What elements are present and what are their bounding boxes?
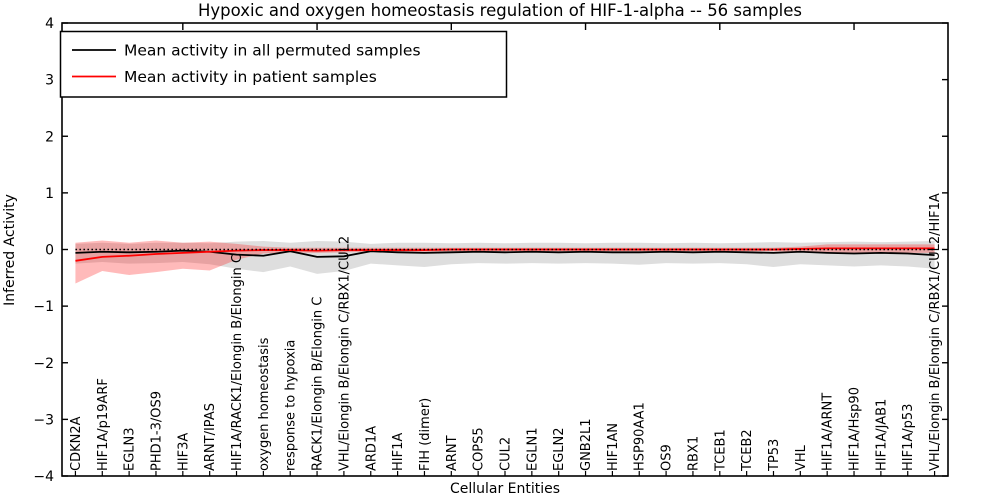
x-tick-label: HSP90AA1 (633, 402, 648, 471)
x-tick-label: response to hypoxia (284, 340, 299, 471)
x-tick-label: ARNT (445, 435, 460, 471)
x-tick-label: OS9 (660, 444, 675, 471)
legend-entry-label: Mean activity in all permuted samples (124, 42, 421, 60)
x-tick-label: HIF1AN (606, 423, 621, 471)
legend-box (59, 30, 508, 98)
y-tick-label: −3 (33, 412, 54, 428)
x-tick-label: RACK1/Elongin B/Elongin C (311, 297, 326, 471)
x-tick-label: VHL/Elongin B/Elongin C/RBX1/CUL2 (337, 236, 352, 471)
x-tick-label: HIF1A (391, 433, 406, 471)
x-tick-label: PHD1-3/OS9 (149, 391, 164, 471)
y-tick-label: 3 (45, 73, 54, 89)
legend-entry-label: Mean activity in patient samples (124, 68, 377, 86)
y-tick-label: −2 (33, 356, 54, 372)
y-tick-label: −4 (33, 469, 54, 485)
x-tick-label: RBX1 (686, 436, 701, 471)
x-tick-label: EGLN3 (123, 427, 138, 471)
x-tick-label: TCEB2 (740, 429, 755, 472)
y-tick-label: −1 (33, 299, 54, 315)
x-tick-label: HIF1A/Hsp90 (848, 387, 863, 471)
x-tick-label: HIF1A/JAB1 (874, 399, 889, 471)
x-tick-label: HIF1A/p53 (901, 404, 916, 471)
x-tick-label: HIF3A (176, 433, 191, 471)
x-tick-label: HIF1A/RACK1/Elongin B/Elongin C (230, 254, 245, 471)
legend: Mean activity in all permuted samples Mea… (59, 30, 508, 98)
y-tick-label: 1 (45, 186, 54, 202)
x-tick-label: oxygen homeostasis (257, 337, 272, 471)
x-tick-label: EGLN2 (552, 427, 567, 471)
y-tick-label: 4 (45, 16, 54, 32)
x-tick-label: ARD1A (364, 426, 379, 471)
x-tick-label: CUL2 (499, 437, 514, 471)
x-axis-label: Cellular Entities (450, 481, 560, 497)
x-tick-label: ARNT/IPAS (203, 403, 218, 471)
x-tick-label: TCEB1 (713, 429, 728, 472)
x-tick-label: VHL (794, 444, 809, 471)
x-tick-label: EGLN1 (525, 427, 540, 471)
y-axis-label: Inferred Activity (2, 194, 18, 306)
x-tick-label: VHL/Elongin B/Elongin C/RBX1/CUL2/HIF1A (928, 193, 943, 471)
x-tick-label: CDKN2A (69, 416, 84, 471)
chart-title: Hypoxic and oxygen homeostasis regulatio… (198, 1, 802, 20)
y-tick-label: 2 (45, 129, 54, 145)
x-tick-label: GNB2L1 (579, 418, 594, 471)
x-tick-label: HIF1A/p19ARF (96, 378, 111, 471)
x-tick-label: COPS5 (472, 427, 487, 471)
x-tick-label: TP53 (767, 439, 782, 472)
y-tick-label: 0 (45, 243, 54, 259)
x-tick-label: HIF1A/ARNT (821, 393, 836, 471)
series-line-permuted (75, 249, 935, 258)
y-tick-labels: −4 −3 −2 −1 0 1 2 3 4 (33, 16, 54, 485)
x-tick-labels: CDKN2A HIF1A/p19ARF EGLN3 PHD1-3/OS9 HIF3A AR… (69, 193, 943, 472)
x-tick-label: FIH (dimer) (418, 398, 433, 471)
